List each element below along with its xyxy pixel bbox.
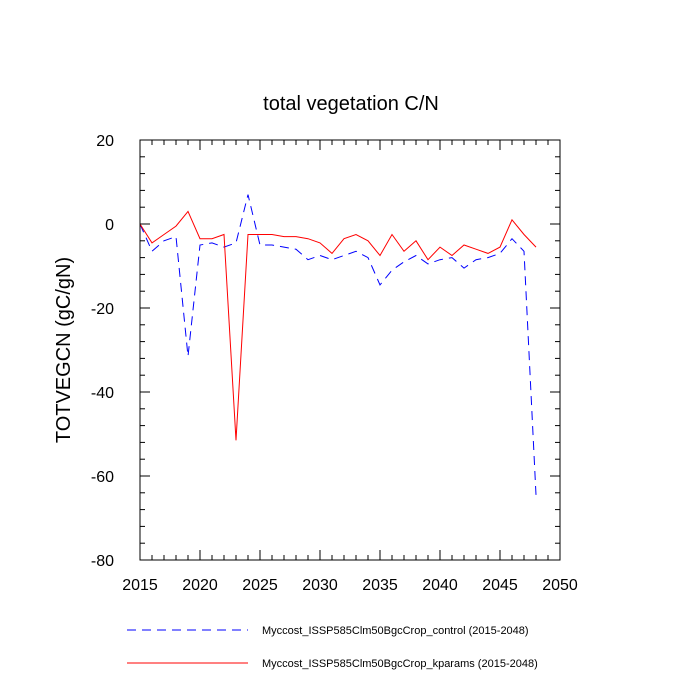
legend-label-1: Myccost_ISSP585Clm50BgcCrop_control (201… [262, 625, 529, 637]
series-line-1 [139, 194, 537, 495]
x-tick-label: 2045 [482, 577, 518, 594]
y-tick-label: -60 [91, 469, 114, 486]
x-tick-label: 2025 [242, 577, 278, 594]
chart-title: total vegetation C/N [263, 93, 439, 115]
x-tick-label: 2030 [302, 577, 338, 594]
y-tick-label: 0 [105, 217, 114, 234]
y-tick-label: -20 [91, 301, 114, 318]
y-tick-label: -80 [91, 553, 114, 570]
axis-ticks: 2015 2020 2025 2030 2035 2040 2045 2050 -80 -60 -4… [91, 133, 578, 594]
x-tick-label: 2035 [362, 577, 398, 594]
series-lines [139, 194, 537, 495]
y-axis-label: TOTVEGCN (gC/gN) [53, 257, 75, 443]
legend-label-2: Myccost_ISSP585Clm50BgcCrop_kparams (201… [262, 658, 538, 670]
legend: Myccost_ISSP585Clm50BgcCrop_control (201… [127, 625, 538, 670]
y-tick-label: 20 [96, 133, 114, 150]
series-line-2 [139, 210, 537, 441]
x-tick-label: 2020 [182, 577, 218, 594]
x-tick-label: 2040 [422, 577, 458, 594]
x-tick-label: 2015 [122, 577, 158, 594]
y-tick-label: -40 [91, 385, 114, 402]
x-tick-label: 2050 [542, 577, 578, 594]
plot-frame [139, 139, 561, 561]
